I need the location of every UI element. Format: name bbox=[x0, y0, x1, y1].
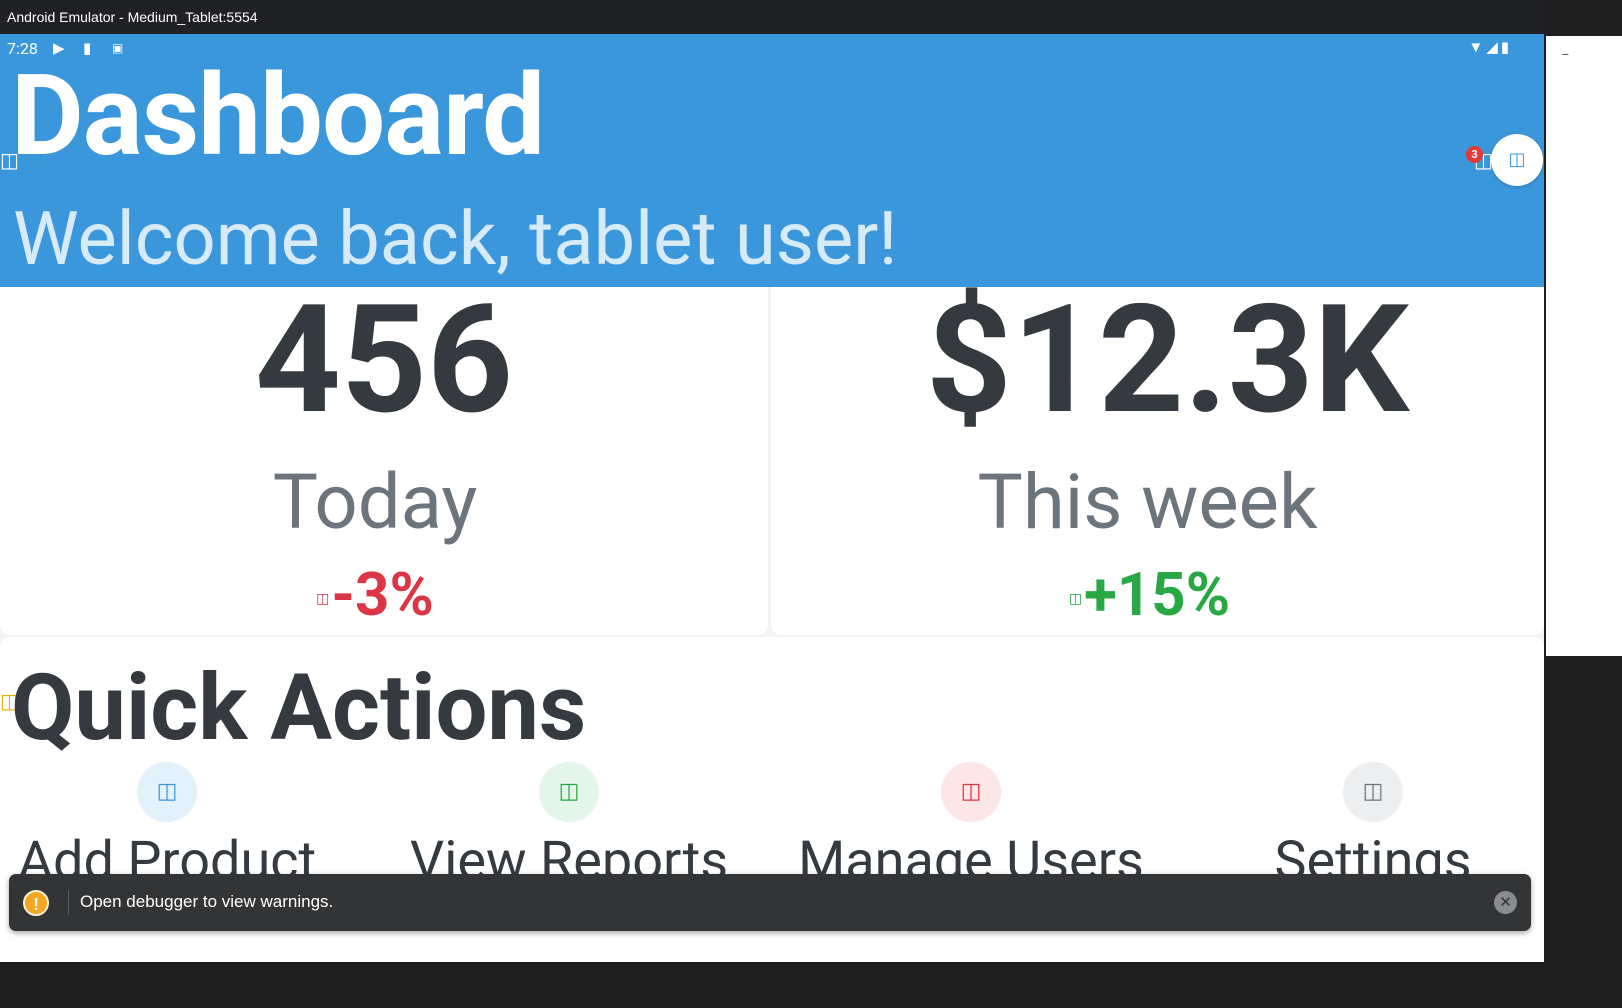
sd-card-icon: ▮ bbox=[83, 39, 92, 57]
notification-badge: 3 bbox=[1466, 146, 1483, 163]
lightning-bolt-icon: ◫ bbox=[0, 689, 19, 713]
view-reports-button[interactable]: ◫ View Reports bbox=[369, 762, 769, 892]
page-title: Dashboard bbox=[11, 51, 545, 182]
stat-card-week[interactable]: $12.3K bbox=[771, 287, 1544, 635]
toast-divider bbox=[68, 890, 69, 915]
reports-icon: ◫ bbox=[539, 762, 599, 822]
keyboard-a-icon: ▣ bbox=[112, 41, 124, 55]
stat-value: $12.3K bbox=[925, 287, 1410, 448]
menu-icon[interactable]: ◫ bbox=[0, 148, 19, 172]
welcome-subtitle: Welcome back, tablet user! bbox=[13, 196, 898, 283]
play-protect-icon: ▶ bbox=[53, 39, 65, 57]
wifi-icon: ▼ bbox=[1468, 38, 1487, 56]
emulator-bottom-frame bbox=[0, 962, 1544, 1008]
dashboard-header: 7:28 ▶ ▮ ▣ ▼◢▮ ◫ Dashboard Welcome back,… bbox=[0, 34, 1544, 287]
emulator-side-panel bbox=[1546, 36, 1622, 656]
stat-card-today[interactable]: 456 bbox=[0, 287, 768, 635]
user-icon: ◫ bbox=[1508, 149, 1526, 170]
signal-icon: ◢ bbox=[1486, 38, 1501, 56]
profile-button[interactable]: ◫ bbox=[1491, 134, 1543, 186]
add-product-icon: ◫ bbox=[137, 762, 197, 822]
emulator-window-title: Android Emulator - Medium_Tablet:5554 bbox=[0, 0, 1544, 34]
manage-users-button[interactable]: ◫ Manage Users bbox=[771, 762, 1171, 892]
settings-icon: ◫ bbox=[1343, 762, 1403, 822]
settings-button[interactable]: ◫ Settings bbox=[1173, 762, 1544, 892]
toast-message: Open debugger to view warnings. bbox=[80, 892, 334, 911]
app-screen: 7:28 ▶ ▮ ▣ ▼◢▮ ◫ Dashboard Welcome back,… bbox=[0, 34, 1544, 962]
close-icon[interactable]: ✕ bbox=[1494, 891, 1517, 914]
status-right-icons: ▼◢▮ bbox=[1468, 38, 1512, 56]
users-icon: ◫ bbox=[941, 762, 1001, 822]
stat-value: 456 bbox=[254, 287, 514, 448]
battery-icon: ▮ bbox=[1500, 38, 1512, 56]
minimize-icon[interactable]: – bbox=[1561, 48, 1570, 63]
debugger-warning-toast[interactable]: ! Open debugger to view warnings. ✕ bbox=[9, 874, 1531, 931]
status-time: 7:28 bbox=[7, 39, 38, 58]
quick-actions-title: Quick Actions bbox=[11, 655, 587, 762]
add-product-button[interactable]: ◫ Add Product bbox=[0, 762, 367, 892]
warning-icon: ! bbox=[23, 890, 49, 916]
